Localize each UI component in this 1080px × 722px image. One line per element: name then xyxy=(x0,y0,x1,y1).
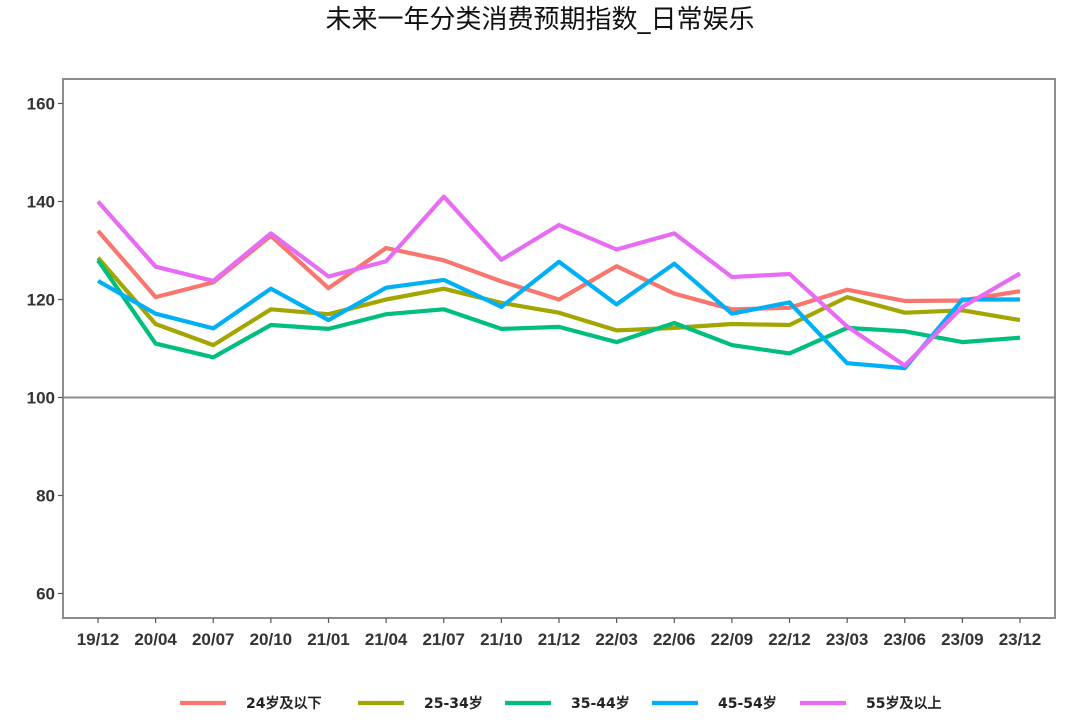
y-tick-label: 120 xyxy=(27,291,55,310)
y-tick-label: 60 xyxy=(36,585,55,604)
x-tick-label: 23/09 xyxy=(941,630,984,649)
x-tick-label: 20/10 xyxy=(250,630,293,649)
x-tick-label: 22/03 xyxy=(595,630,638,649)
x-tick-label: 21/04 xyxy=(365,630,408,649)
x-tick-label: 23/12 xyxy=(999,630,1042,649)
chart-title: 未来一年分类消费预期指数_日常娱乐 xyxy=(325,5,754,35)
x-tick-label: 21/07 xyxy=(422,630,465,649)
x-tick-label: 22/06 xyxy=(653,630,696,649)
x-tick-label: 23/06 xyxy=(883,630,926,649)
plot-area: 60 80 100 120 140 160 19/12 20/04 20/07 20/10 21/0… xyxy=(27,78,1056,649)
y-tick-label: 140 xyxy=(27,193,55,212)
y-tick-label: 80 xyxy=(36,487,55,506)
legend-label: 45-54岁 xyxy=(718,695,777,712)
y-tick-label: 160 xyxy=(27,95,55,114)
x-tick-label: 20/04 xyxy=(134,630,177,649)
legend-label: 35-44岁 xyxy=(571,695,630,712)
legend-label: 55岁及以上 xyxy=(866,695,941,712)
series-line xyxy=(96,259,1020,371)
legend-label: 25-34岁 xyxy=(424,695,483,712)
x-tick-label: 20/07 xyxy=(192,630,235,649)
x-tick-label: 23/03 xyxy=(826,630,869,649)
legend-label: 24岁及以下 xyxy=(246,695,321,712)
series-line xyxy=(96,256,1021,348)
x-tick-label: 21/12 xyxy=(538,630,581,649)
x-tick-label: 21/01 xyxy=(307,630,350,649)
series-line xyxy=(96,229,1021,312)
plot-border xyxy=(62,78,1056,619)
legend: 24岁及以下 25-34岁 35-44岁 45-54岁 55岁及以上 xyxy=(180,695,941,712)
y-tick-label: 100 xyxy=(27,389,55,408)
series-line xyxy=(96,194,1022,368)
x-tick-label: 22/09 xyxy=(711,630,754,649)
x-tick-label: 21/10 xyxy=(480,630,523,649)
series-line xyxy=(96,259,1021,360)
x-tick-label: 22/12 xyxy=(768,630,811,649)
x-tick-label: 19/12 xyxy=(77,630,120,649)
